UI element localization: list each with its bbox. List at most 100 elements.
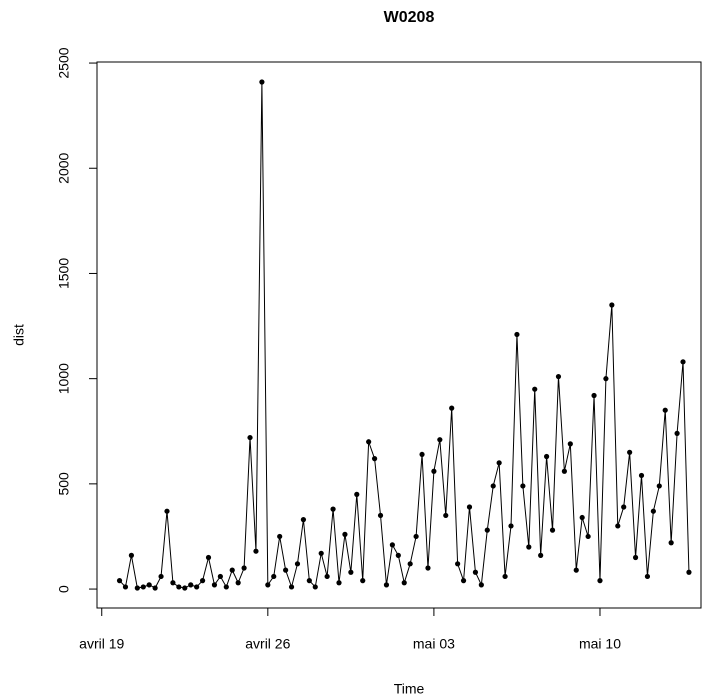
plot-frame (96, 61, 702, 609)
data-point (425, 565, 431, 571)
data-point (449, 405, 455, 411)
data-point (277, 533, 283, 540)
data-point (366, 439, 372, 445)
x-axis-label: Time (394, 681, 425, 697)
data-point (247, 434, 253, 441)
data-point (283, 567, 289, 573)
chart-title: W0208 (384, 9, 435, 26)
data-point (674, 430, 680, 436)
data-point (680, 359, 686, 365)
data-point (508, 523, 514, 529)
y-tick-label: 2500 (56, 47, 72, 78)
y-tick-label: 0 (56, 585, 72, 593)
data-point (318, 550, 324, 556)
data-point (401, 580, 407, 586)
data-point (644, 573, 651, 580)
data-point (348, 569, 354, 575)
y-axis-label: dist (11, 324, 27, 346)
data-point (383, 582, 390, 588)
data-point (134, 585, 140, 591)
data-point (514, 331, 520, 338)
data-point (437, 437, 443, 443)
data-point (336, 580, 342, 586)
data-point (330, 506, 336, 512)
data-point (265, 582, 271, 588)
data-point (146, 582, 152, 588)
data-point (579, 514, 585, 521)
data-point (543, 453, 550, 460)
data-point (549, 527, 556, 533)
x-tick-label: mai 10 (579, 636, 621, 652)
data-point (443, 512, 449, 519)
data-point (354, 491, 360, 497)
y-tick-label: 500 (56, 472, 72, 496)
data-point (194, 584, 200, 590)
data-point (627, 449, 633, 455)
data-point (235, 580, 241, 586)
data-point (478, 582, 484, 588)
data-point (632, 554, 639, 561)
data-point (288, 584, 295, 590)
data-point (271, 573, 277, 580)
data-point (377, 512, 384, 519)
x-tick-label: mai 03 (413, 636, 455, 652)
data-point (656, 483, 662, 489)
data-point (395, 552, 401, 558)
data-point (526, 544, 532, 550)
x-tick-label: avril 19 (79, 636, 124, 652)
data-point (609, 302, 615, 308)
data-point (407, 561, 413, 567)
data-point (502, 573, 508, 580)
data-point (324, 573, 330, 580)
data-point (615, 523, 621, 529)
data-point (520, 483, 526, 489)
data-point (253, 548, 259, 554)
data-point (170, 580, 176, 586)
data-point (294, 561, 301, 567)
data-point (419, 451, 425, 458)
y-tick-label: 1000 (56, 363, 72, 394)
data-point (164, 508, 170, 514)
data-point (371, 456, 378, 462)
data-point (567, 441, 573, 447)
data-point (122, 584, 129, 590)
data-point (188, 582, 194, 588)
data-point (573, 567, 579, 573)
data-point (176, 584, 182, 590)
data-point (532, 386, 538, 392)
data-point (455, 561, 461, 567)
series-line (119, 81, 690, 589)
data-point (668, 540, 674, 546)
data-point (621, 504, 627, 510)
data-point (211, 582, 218, 588)
data-point (182, 585, 188, 591)
data-point (686, 569, 692, 575)
data-point (152, 585, 158, 591)
data-point (199, 578, 206, 584)
data-point (116, 578, 123, 584)
data-point (241, 565, 247, 571)
data-point (555, 373, 562, 380)
data-point (342, 531, 348, 537)
data-point (585, 533, 591, 540)
data-point (360, 578, 366, 584)
data-point (128, 552, 135, 558)
data-point (300, 517, 307, 523)
data-point (158, 573, 164, 580)
data-point (496, 460, 502, 466)
data-point (591, 392, 597, 399)
data-point (431, 468, 437, 474)
data-point (223, 584, 229, 590)
data-point (603, 376, 609, 382)
data-point (229, 567, 235, 573)
data-point (140, 584, 146, 590)
x-tick-label: avril 26 (245, 636, 290, 652)
data-point (662, 407, 668, 413)
data-point (460, 578, 467, 584)
data-point (413, 533, 419, 540)
data-point (597, 578, 603, 584)
data-point (306, 578, 312, 584)
data-point (650, 508, 656, 514)
